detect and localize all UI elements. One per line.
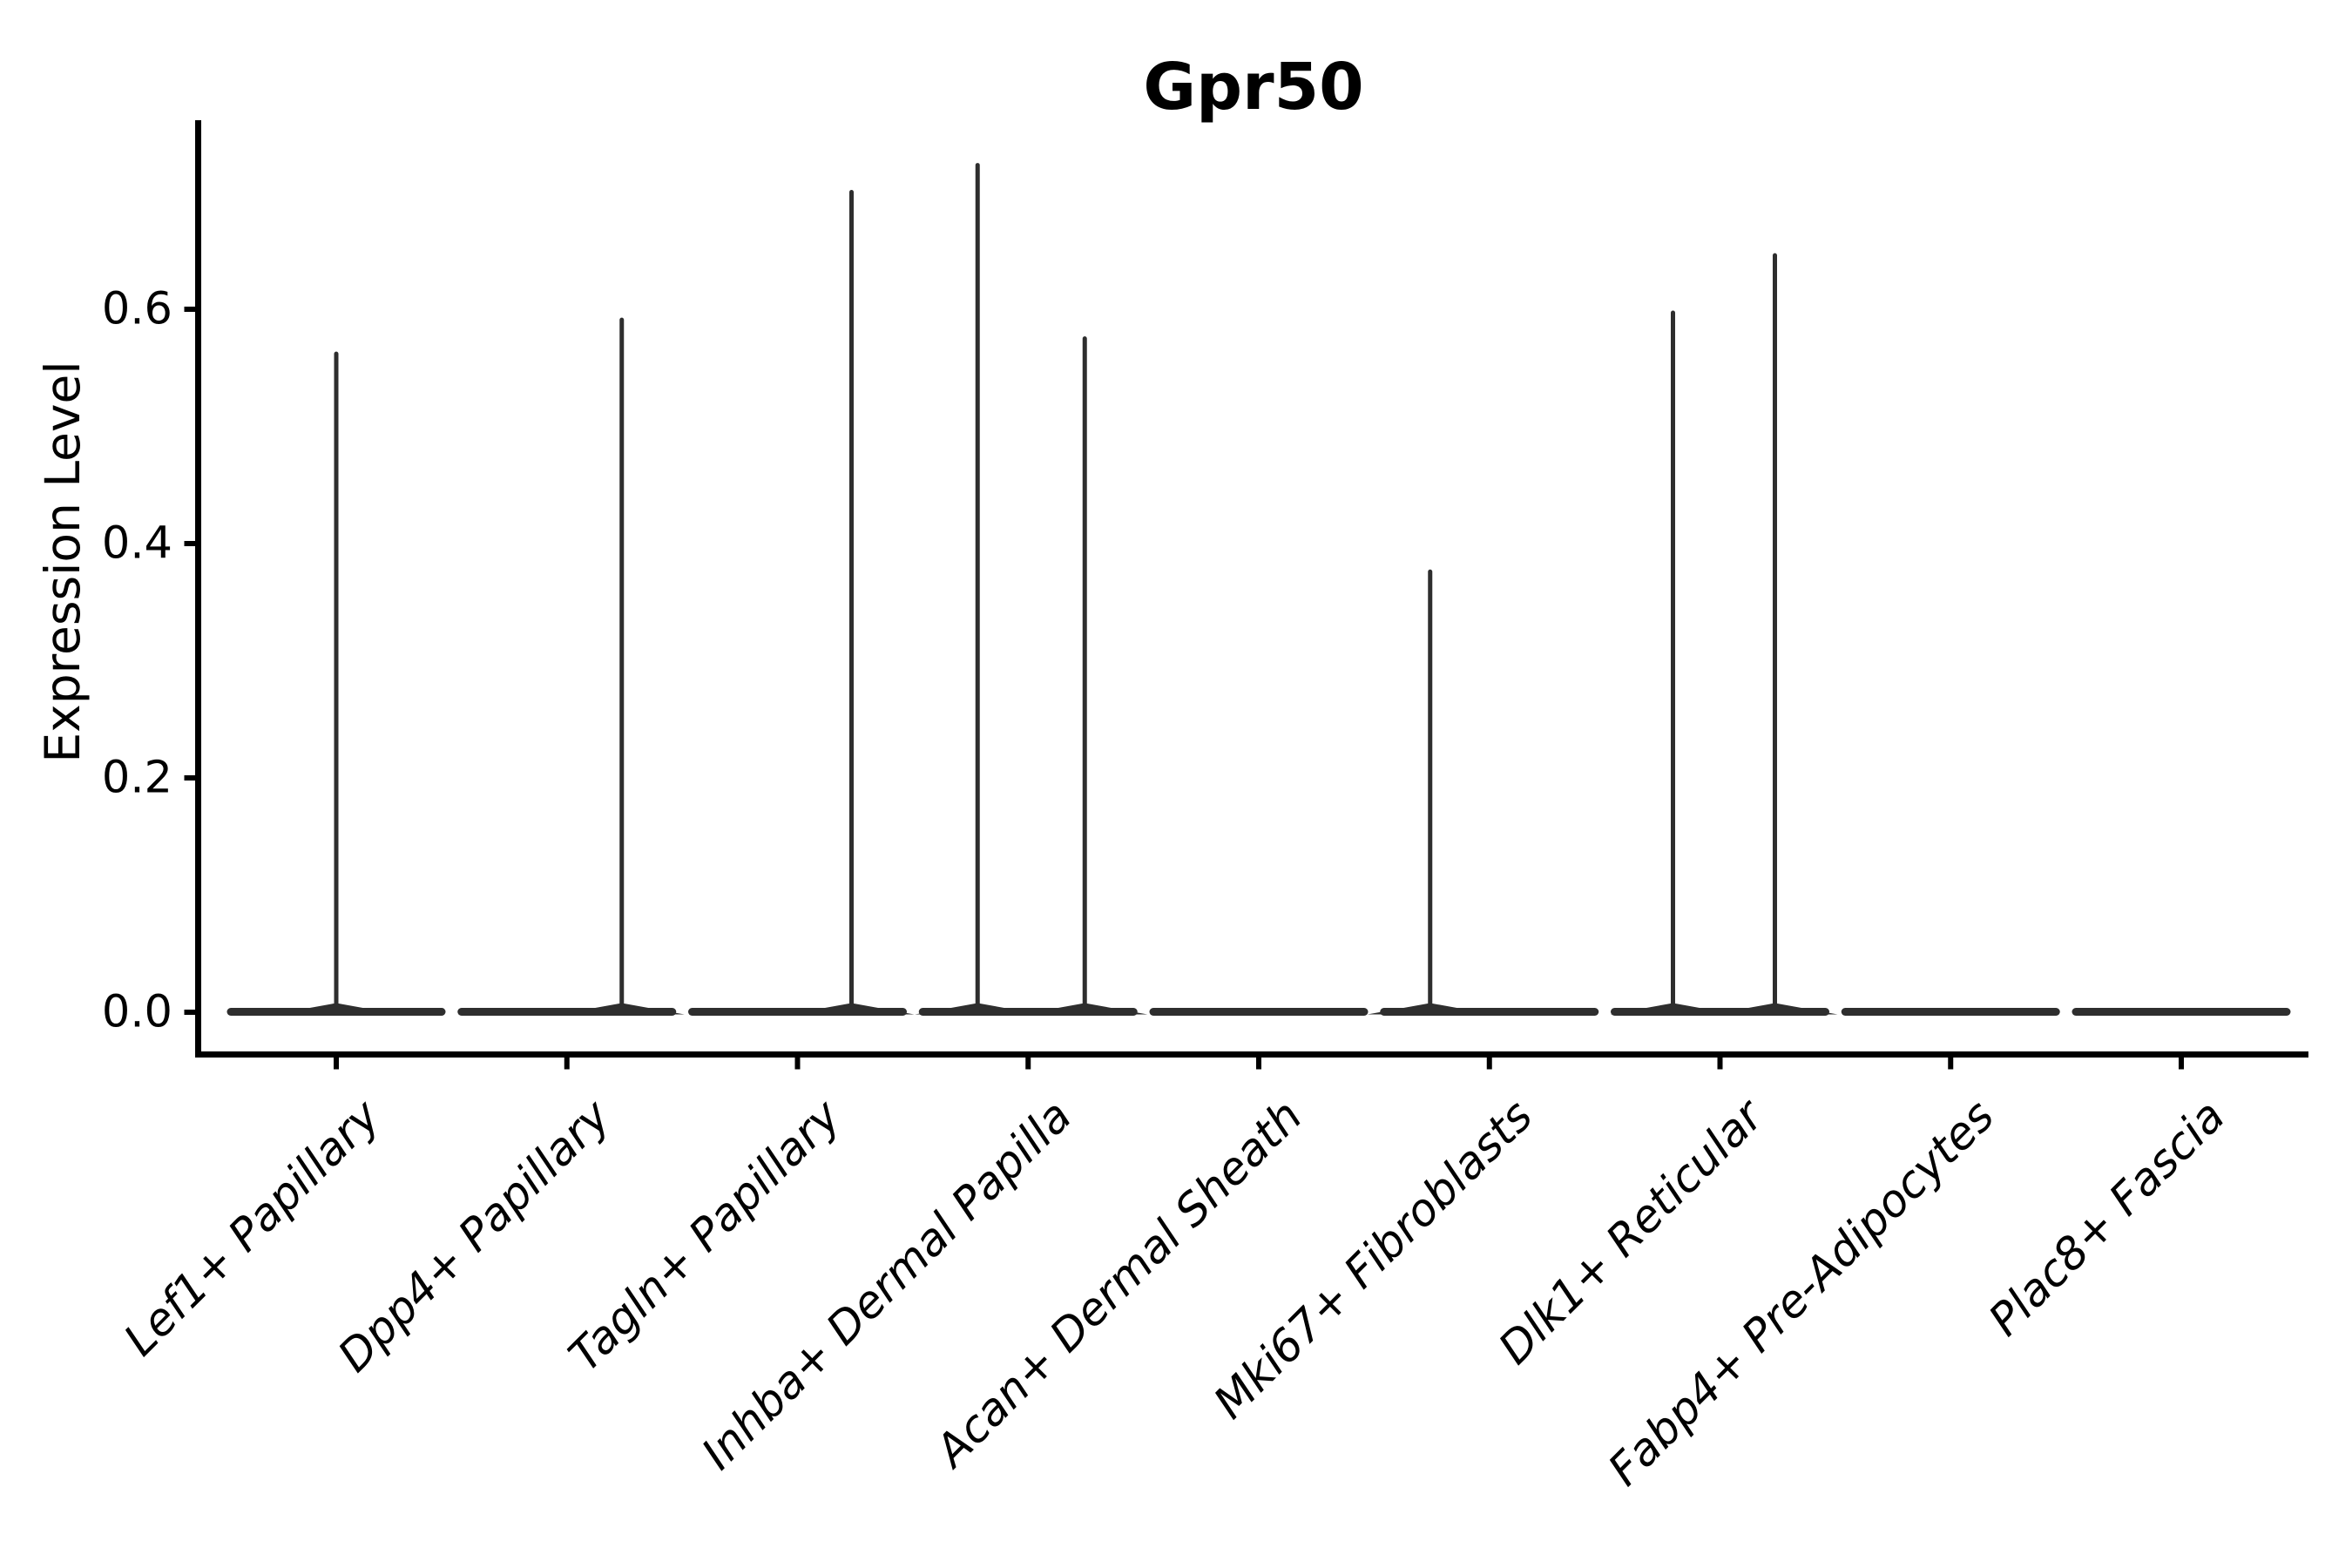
y-tick-label: 0.6 <box>101 283 172 335</box>
y-tick-label: 0.0 <box>101 986 172 1038</box>
y-tick-label: 0.4 <box>101 517 172 570</box>
y-tick-label: 0.2 <box>101 752 172 804</box>
plot-title: Gpr50 <box>1143 50 1364 125</box>
